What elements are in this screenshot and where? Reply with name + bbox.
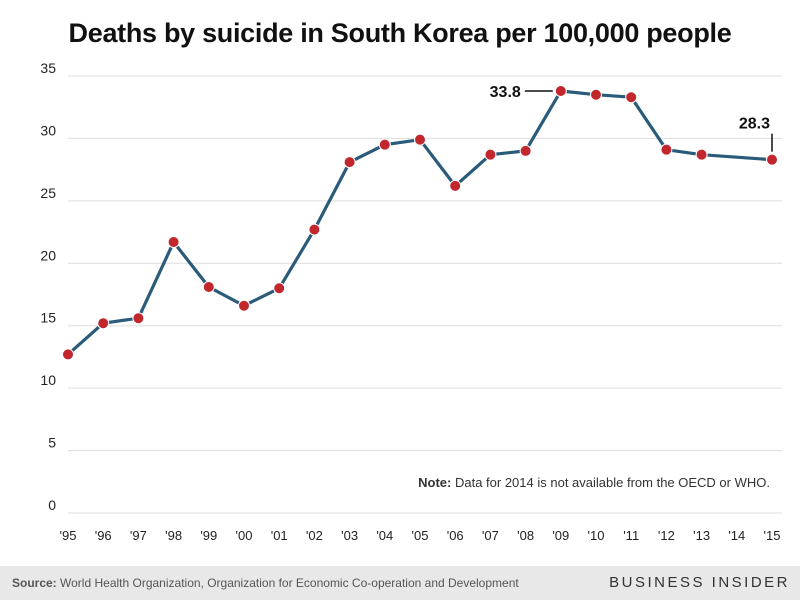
series-line-layer	[66, 89, 774, 356]
data-point	[167, 236, 180, 249]
data-point	[660, 143, 673, 156]
data-label: 28.3	[739, 116, 770, 133]
y-tick-label: 30	[40, 122, 56, 138]
x-tick-label: '96	[95, 528, 112, 543]
x-tick-label: '97	[130, 528, 147, 543]
data-point	[695, 148, 708, 161]
data-point	[238, 299, 250, 312]
x-tick-label: '95	[60, 528, 77, 543]
data-point	[625, 91, 638, 104]
chart-title: Deaths by suicide in South Korea per 100…	[68, 18, 732, 48]
x-tick-label: '13	[693, 528, 710, 543]
y-tick-label: 15	[40, 310, 56, 326]
y-tick-label: 25	[40, 185, 56, 201]
x-tick-label: '07	[482, 528, 499, 543]
x-tick-label: '00	[236, 528, 253, 543]
x-tick-label: '15	[764, 528, 781, 543]
data-point	[202, 281, 215, 294]
x-tick-label: '06	[447, 528, 464, 543]
source-text: World Health Organization, Organization …	[56, 576, 519, 590]
data-point	[308, 223, 321, 236]
data-point	[414, 133, 426, 146]
x-tick-label: '99	[200, 528, 217, 543]
data-point	[378, 138, 391, 151]
x-tick-label: '14	[728, 528, 745, 543]
data-point	[590, 88, 602, 101]
x-tick-label: '09	[552, 528, 569, 543]
data-point	[484, 148, 497, 161]
x-tick-label: '01	[271, 528, 288, 543]
data-point	[449, 179, 462, 192]
data-labels: 33.8 28.3	[490, 84, 773, 152]
data-point	[97, 317, 110, 330]
data-point	[62, 348, 74, 361]
data-point	[766, 153, 778, 166]
data-point	[554, 84, 567, 97]
x-tick-label: '98	[165, 528, 182, 543]
data-point	[343, 156, 356, 169]
y-tick-label: 10	[40, 372, 56, 388]
x-tick-label: '08	[517, 528, 534, 543]
series-points	[62, 84, 778, 361]
x-tick-label: '10	[588, 528, 605, 543]
brand-logo: BUSINESS INSIDER	[609, 574, 790, 591]
x-tick-label: '03	[341, 528, 358, 543]
note-label: Note:	[418, 475, 452, 490]
x-tick-label: '04	[376, 528, 393, 543]
note-text: Data for 2014 is not available from the …	[451, 475, 770, 490]
footer-bar: Source: World Health Organization, Organ…	[0, 566, 800, 600]
y-tick-label: 20	[40, 247, 56, 263]
data-point	[519, 144, 532, 157]
x-tick-label: '02	[306, 528, 323, 543]
y-tick-label: 35	[40, 60, 56, 76]
x-tick-label: '05	[412, 528, 429, 543]
x-tick-label: '11	[623, 528, 639, 543]
source-line: Source: World Health Organization, Organ…	[12, 576, 519, 590]
data-point	[132, 312, 145, 325]
x-tick-label: '12	[658, 528, 675, 543]
source-label: Source:	[12, 576, 57, 590]
data-point	[273, 282, 286, 295]
data-label: 33.8	[490, 84, 521, 101]
chart-note: Note: Data for 2014 is not available fro…	[418, 475, 770, 490]
y-tick-label: 5	[48, 435, 56, 451]
grid-lines	[68, 75, 782, 514]
series-line	[66, 89, 774, 356]
y-axis-ticks: 0 5 10 15 20 25 30 35	[40, 60, 56, 513]
y-tick-label: 0	[48, 497, 56, 513]
x-axis-ticks: '95 '96 '97 '98 '99 '00 '01 '02 '03 '04 '05 '06 '07 '…	[60, 528, 781, 543]
